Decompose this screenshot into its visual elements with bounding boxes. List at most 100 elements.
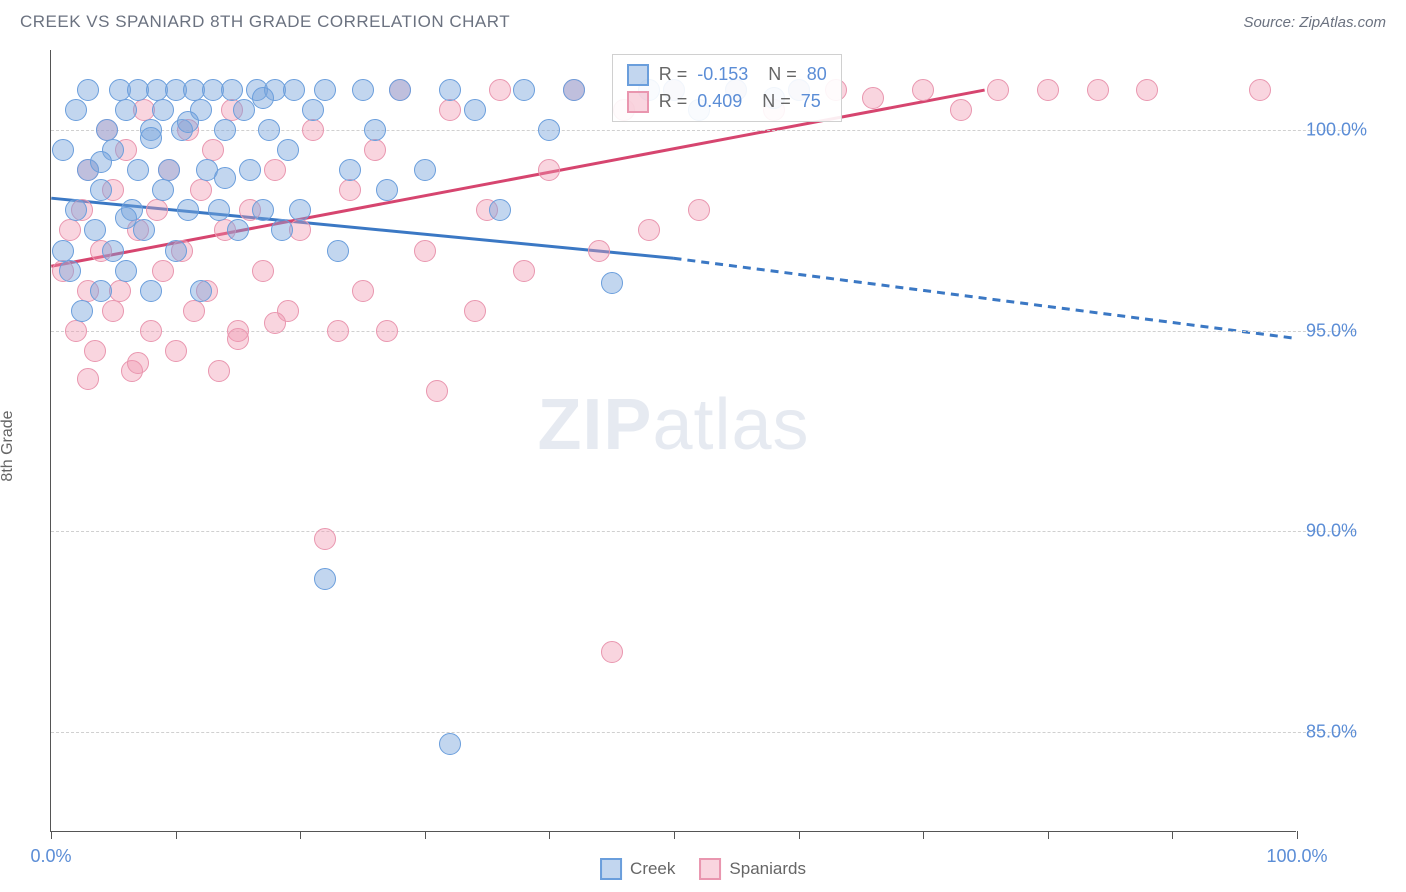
spaniards-point (364, 139, 386, 161)
y-tick-label: 100.0% (1306, 120, 1396, 141)
spaniards-point (264, 159, 286, 181)
creek-point (177, 111, 199, 133)
grid-line (51, 531, 1356, 532)
stats-legend: R =-0.153N =80R =0.409N =75 (612, 54, 842, 122)
creek-point (414, 159, 436, 181)
x-tick-label: 100.0% (1266, 846, 1327, 867)
spaniards-point (84, 340, 106, 362)
spaniards-point (165, 340, 187, 362)
legend-label-creek: Creek (630, 859, 675, 879)
creek-point (140, 127, 162, 149)
creek-point (439, 733, 461, 755)
creek-point (289, 199, 311, 221)
spaniards-point (1037, 79, 1059, 101)
spaniards-point (59, 219, 81, 241)
creek-point (90, 151, 112, 173)
x-tick (425, 831, 426, 839)
creek-point (314, 568, 336, 590)
creek-point (352, 79, 374, 101)
x-tick (176, 831, 177, 839)
r-value: 0.409 (697, 88, 742, 115)
creek-point (52, 139, 74, 161)
spaniards-point (252, 260, 274, 282)
r-value: -0.153 (697, 61, 748, 88)
legend-label-spaniards: Spaniards (729, 859, 806, 879)
spaniards-point (513, 260, 535, 282)
y-tick-label: 95.0% (1306, 320, 1396, 341)
legend-item-spaniards: Spaniards (699, 858, 806, 880)
creek-point (140, 280, 162, 302)
creek-point (339, 159, 361, 181)
creek-point (314, 79, 336, 101)
creek-point (115, 207, 137, 229)
grid-line (51, 732, 1356, 733)
x-tick (51, 831, 52, 839)
creek-point (252, 199, 274, 221)
creek-point (258, 119, 280, 141)
creek-point (601, 272, 623, 294)
creek-point (464, 99, 486, 121)
spaniards-point (208, 360, 230, 382)
creek-point (489, 199, 511, 221)
spaniards-point (102, 300, 124, 322)
spaniards-point (183, 300, 205, 322)
spaniards-point (314, 528, 336, 550)
spaniards-point (862, 87, 884, 109)
spaniards-point (302, 119, 324, 141)
spaniards-point (588, 240, 610, 262)
spaniards-point (190, 179, 212, 201)
scatter-chart: ZIPatlas 85.0%90.0%95.0%100.0%0.0%100.0%… (50, 50, 1296, 832)
spaniards-point (146, 199, 168, 221)
legend-swatch-spaniards (699, 858, 721, 880)
n-label: N = (762, 88, 791, 115)
creek-point (563, 79, 585, 101)
creek-point (283, 79, 305, 101)
creek-point (165, 240, 187, 262)
spaniards-point (426, 380, 448, 402)
r-label: R = (659, 61, 688, 88)
spaniards-point (1136, 79, 1158, 101)
x-tick (923, 831, 924, 839)
bottom-legend: Creek Spaniards (600, 858, 806, 880)
creek-point (327, 240, 349, 262)
creek-point (389, 79, 411, 101)
y-tick-label: 90.0% (1306, 521, 1396, 542)
creek-point (102, 240, 124, 262)
creek-point (84, 219, 106, 241)
spaniards-point (601, 641, 623, 663)
x-tick (674, 831, 675, 839)
trend-lines (51, 50, 1296, 831)
spaniards-point (65, 320, 87, 342)
x-tick (1048, 831, 1049, 839)
spaniards-point (950, 99, 972, 121)
creek-point (65, 199, 87, 221)
creek-point (439, 79, 461, 101)
r-label: R = (659, 88, 688, 115)
legend-swatch-creek (600, 858, 622, 880)
x-tick-label: 0.0% (30, 846, 71, 867)
stats-swatch (627, 64, 649, 86)
creek-point (158, 159, 180, 181)
creek-point (96, 119, 118, 141)
spaniards-point (638, 219, 660, 241)
creek-point (90, 280, 112, 302)
creek-point (59, 260, 81, 282)
creek-point (252, 87, 274, 109)
creek-point (214, 119, 236, 141)
creek-point (127, 159, 149, 181)
x-tick (549, 831, 550, 839)
spaniards-point (376, 320, 398, 342)
creek-point (208, 199, 230, 221)
creek-point (271, 219, 293, 241)
creek-point (239, 159, 261, 181)
stats-row-spaniards: R =0.409N =75 (627, 88, 827, 115)
n-label: N = (768, 61, 797, 88)
spaniards-point (327, 320, 349, 342)
spaniards-point (152, 260, 174, 282)
creek-point (71, 300, 93, 322)
creek-point (115, 260, 137, 282)
n-value: 80 (807, 61, 827, 88)
spaniards-point (352, 280, 374, 302)
creek-point (152, 99, 174, 121)
creek-point (227, 219, 249, 241)
